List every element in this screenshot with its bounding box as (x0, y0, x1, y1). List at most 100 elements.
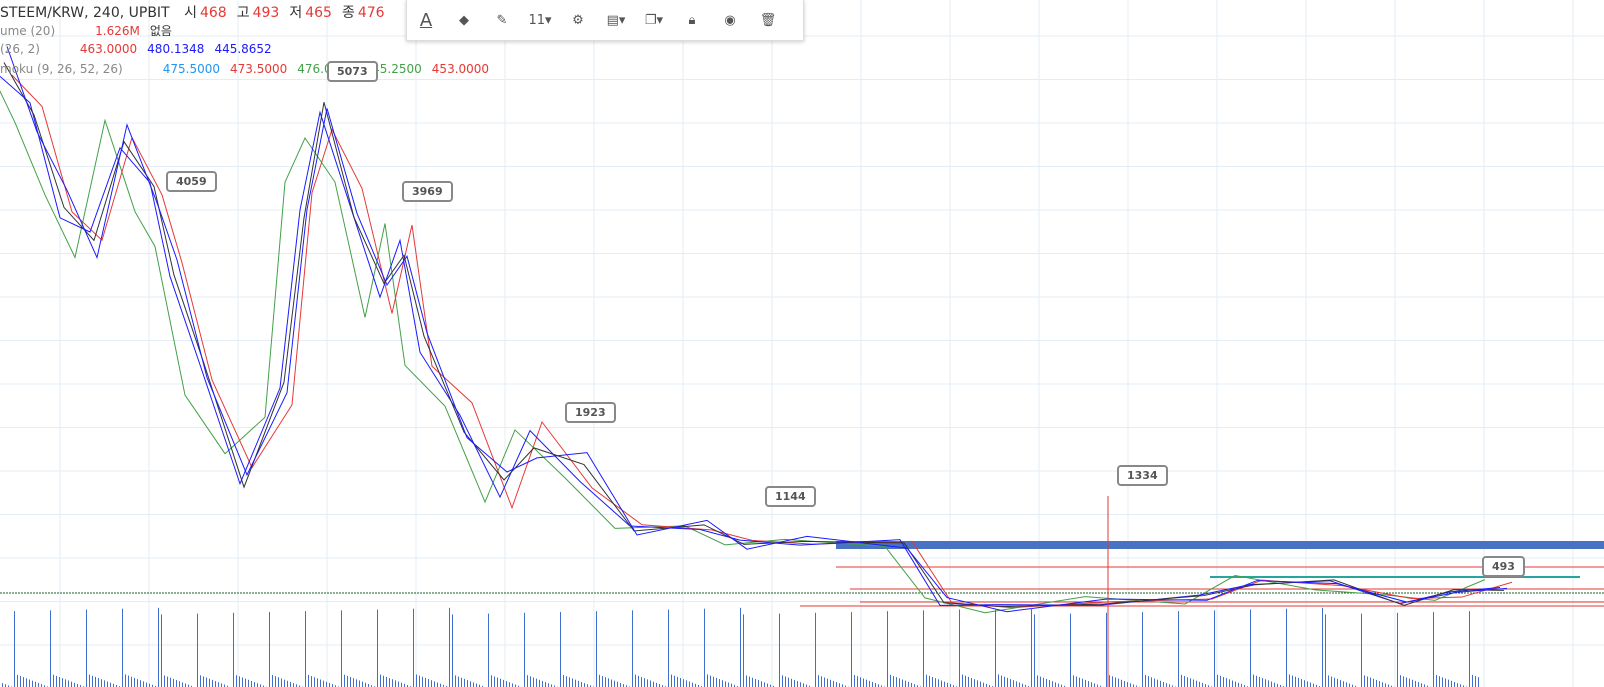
volume-bar (527, 675, 528, 687)
volume-bar (32, 680, 33, 687)
volume-bar (434, 681, 435, 687)
layers[interactable]: ▤▾ (606, 12, 626, 28)
volume-bar (488, 613, 489, 687)
clone[interactable]: ❐▾ (644, 12, 664, 28)
volume-bar (1061, 684, 1062, 687)
volume-bar (1037, 675, 1038, 687)
volume-bar (827, 678, 828, 687)
volume-bar (38, 682, 39, 687)
volume-bar (953, 685, 954, 687)
volume-bar (1478, 677, 1479, 687)
indicator-value: 453.0000 (431, 62, 490, 76)
volume-bar (1094, 683, 1095, 687)
volume-bar (1418, 682, 1419, 687)
volume-bar (116, 684, 117, 687)
volume-bar (737, 685, 738, 687)
volume-bar (617, 681, 618, 687)
volume-bar (332, 684, 333, 687)
volume-bar (1187, 677, 1188, 687)
volume-bar (290, 681, 291, 687)
volume-bar (383, 675, 384, 687)
volume-bar (869, 680, 870, 687)
volume-bar (872, 681, 873, 687)
volume-bar (1049, 680, 1050, 687)
volume-bar (965, 675, 966, 687)
text-color[interactable]: A (419, 9, 433, 31)
volume-bar (68, 680, 69, 687)
delete[interactable]: 🗑︎ (759, 12, 777, 28)
volume-bar (1226, 678, 1227, 687)
volume-bar (572, 678, 573, 687)
indicator-value: 1.626M (95, 24, 140, 38)
visibility[interactable]: ◉ (724, 12, 736, 28)
volume-bar (1220, 675, 1221, 687)
volume-bar (1154, 678, 1155, 687)
volume-bar (1385, 683, 1386, 687)
volume-bar (1403, 676, 1404, 687)
volume-bar (917, 685, 918, 687)
volume-bar (134, 677, 135, 687)
volume-bar (731, 683, 732, 687)
volume-bar (599, 674, 600, 687)
volume-bar (287, 680, 288, 687)
lock[interactable]: 🔒︎ (688, 12, 696, 28)
volume-bar (683, 679, 684, 687)
ohlc-label: 저 (289, 5, 303, 21)
price-line (0, 90, 1486, 614)
volume-bar (239, 676, 240, 687)
volume-bar (50, 610, 51, 687)
volume-bar (1022, 683, 1023, 687)
volume-bar (815, 612, 816, 687)
ohlc-label: 종 (341, 5, 355, 21)
volume-bar (5, 684, 6, 687)
settings[interactable]: ⚙ (572, 12, 584, 28)
volume-bar (1454, 681, 1455, 687)
volume-bar (1346, 682, 1347, 687)
volume-bar (131, 676, 132, 687)
volume-bar (578, 680, 579, 687)
volume-bar (212, 679, 213, 687)
symbol[interactable]: STEEM/KRW, 240, UPBIT (0, 5, 170, 21)
volume-bar (581, 681, 582, 687)
volume-bar (1319, 685, 1320, 687)
volume-bar (203, 676, 204, 687)
price-callout: 1334 (1117, 465, 1168, 486)
volume-bar (1448, 679, 1449, 687)
font-size[interactable]: 11 ▾ (528, 12, 552, 28)
volume-bar (1313, 683, 1314, 687)
volume-bar (143, 681, 144, 687)
volume-bar (668, 609, 669, 687)
volume-bar (284, 679, 285, 687)
volume-bar (1388, 684, 1389, 687)
volume-bar (1091, 682, 1092, 687)
line-color[interactable]: ✎ (496, 12, 508, 28)
volume-bar (644, 678, 645, 687)
volume-bar (23, 677, 24, 687)
volume-bar (845, 685, 846, 687)
ohlc-value: 493 (252, 5, 280, 21)
volume-bar (902, 679, 903, 687)
volume-bar (1250, 609, 1251, 687)
ohlc-label: 고 (236, 5, 250, 21)
volume-bar (608, 678, 609, 687)
volume-bar (191, 685, 192, 687)
volume-bar (137, 679, 138, 687)
volume-bar (1010, 679, 1011, 687)
fill-color[interactable]: ◆ (459, 12, 469, 28)
volume-bar (1406, 677, 1407, 687)
volume-bar (218, 682, 219, 687)
volume-bar (1082, 678, 1083, 687)
volume-bar (1391, 685, 1392, 687)
volume-bar (1451, 680, 1452, 687)
volume-bar (260, 684, 261, 687)
volume-bar (1142, 611, 1143, 687)
volume-bar (272, 675, 273, 687)
volume-bar (680, 678, 681, 687)
volume-bar (1256, 675, 1257, 687)
volume-bar (482, 685, 483, 687)
volume-bar (998, 674, 999, 687)
volume-bar (1439, 676, 1440, 687)
volume-bar (719, 679, 720, 687)
indicator-value: 445.8652 (214, 42, 272, 56)
volume-bar (1262, 678, 1263, 687)
